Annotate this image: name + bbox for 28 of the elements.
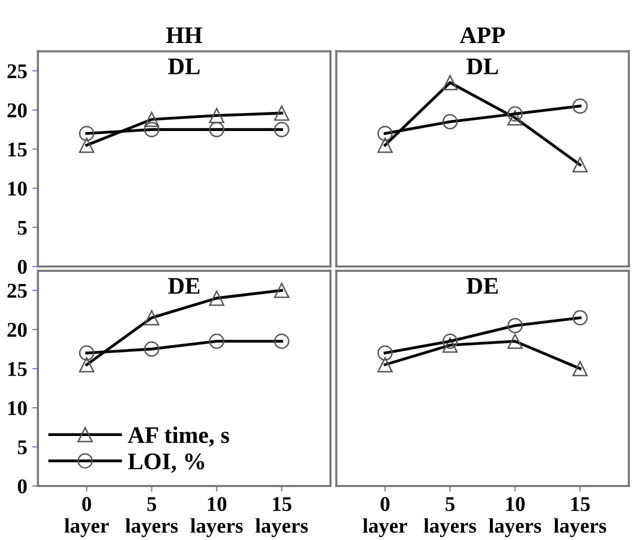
y-tick-label: 10 [8,401,27,416]
chart-title: HH [166,28,202,43]
y-tick-label: 5 [18,440,27,454]
y-tick-label: 15 [8,142,27,157]
x-tick-label: 10 layers [190,497,243,538]
x-tick-label: 15 layers [255,497,308,538]
legend-label: LOI, % [128,453,204,473]
x-tick-label: 10 layers [488,497,542,538]
y-tick-label: 0 [18,479,27,494]
y-tick-label: 15 [8,362,27,376]
x-tick-label: 15 layers [554,497,606,538]
y-tick-label: 5 [18,220,27,235]
y-tick-label: 0 [18,260,27,274]
y-tick-label: 10 [8,182,27,196]
chart-title: APP [460,27,505,43]
legend-label: AF time, s [128,426,230,447]
chart-subtitle: DL [466,58,498,74]
chart-subtitle: DE [466,278,498,294]
x-tick-label: 0 layer [362,497,408,538]
y-tick-label: 25 [8,284,27,298]
x-tick-label: 0 layer [64,497,109,538]
chart-subtitle: DL [168,58,200,74]
x-tick-label: 5 layers [125,497,178,538]
chart-subtitle: DE [168,278,200,294]
y-tick-label: 20 [8,322,27,337]
y-tick-label: 20 [8,103,27,118]
y-tick-label: 25 [8,64,27,78]
x-tick-label: 5 layers [424,497,476,538]
